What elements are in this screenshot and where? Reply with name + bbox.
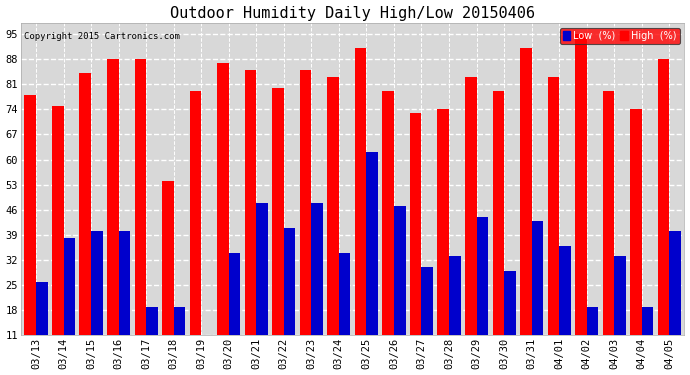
Bar: [273, 88, 284, 375]
Bar: [284, 228, 295, 375]
Bar: [559, 246, 571, 375]
Bar: [575, 34, 586, 375]
Bar: [339, 253, 351, 375]
Bar: [642, 307, 653, 375]
Bar: [256, 202, 268, 375]
Bar: [299, 70, 311, 375]
Bar: [190, 92, 201, 375]
Bar: [394, 206, 406, 375]
Legend: Low  (%), High  (%): Low (%), High (%): [560, 28, 680, 44]
Bar: [119, 231, 130, 375]
Bar: [52, 106, 63, 375]
Bar: [135, 59, 146, 375]
Bar: [422, 267, 433, 375]
Bar: [327, 77, 339, 375]
Bar: [449, 256, 461, 375]
Bar: [311, 202, 323, 375]
Bar: [465, 77, 477, 375]
Bar: [174, 307, 185, 375]
Bar: [614, 256, 626, 375]
Bar: [228, 253, 240, 375]
Bar: [79, 74, 91, 375]
Bar: [107, 59, 119, 375]
Bar: [382, 92, 394, 375]
Bar: [531, 220, 543, 375]
Bar: [146, 307, 158, 375]
Bar: [586, 307, 598, 375]
Bar: [520, 48, 531, 375]
Bar: [630, 109, 642, 375]
Bar: [245, 70, 256, 375]
Text: Copyright 2015 Cartronics.com: Copyright 2015 Cartronics.com: [24, 33, 180, 42]
Bar: [24, 95, 36, 375]
Bar: [91, 231, 103, 375]
Bar: [669, 231, 681, 375]
Bar: [658, 59, 669, 375]
Title: Outdoor Humidity Daily High/Low 20150406: Outdoor Humidity Daily High/Low 20150406: [170, 6, 535, 21]
Bar: [366, 152, 378, 375]
Bar: [477, 217, 488, 375]
Bar: [602, 92, 614, 375]
Bar: [162, 181, 174, 375]
Bar: [437, 109, 449, 375]
Bar: [493, 92, 504, 375]
Bar: [548, 77, 559, 375]
Bar: [355, 48, 366, 375]
Bar: [36, 282, 48, 375]
Bar: [504, 271, 515, 375]
Bar: [201, 335, 213, 375]
Bar: [63, 238, 75, 375]
Bar: [217, 63, 228, 375]
Bar: [410, 113, 422, 375]
